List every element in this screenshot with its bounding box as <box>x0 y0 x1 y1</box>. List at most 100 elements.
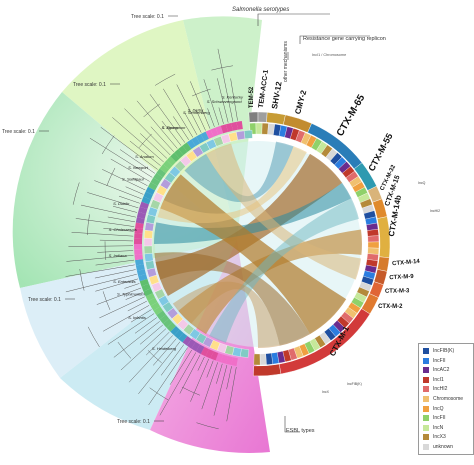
salmonella-serotypes-label: Salmonella serotypes <box>232 7 289 13</box>
replicon-segment <box>261 122 269 135</box>
tree-branch <box>112 205 138 213</box>
serotype-strip-cell <box>215 353 224 363</box>
legend-swatch <box>423 415 429 422</box>
tree-branch <box>217 48 234 122</box>
isolate-segment <box>145 260 155 270</box>
tree-branch <box>184 112 198 136</box>
serotype-strip-cell <box>174 149 184 159</box>
replicon-legend: IncFIB(K) IncFII IncAC2 IncI1 IncHI2 Chromoso… <box>418 343 474 455</box>
serotype-name: S. Derby <box>188 108 205 113</box>
esbl-type-label: CTX-M-14 <box>392 259 421 267</box>
tree-clade-arc <box>101 135 115 155</box>
tree-branch <box>207 108 215 127</box>
serotype-names: S. Kentucky S. Derby S. Agona S. Newport S. … <box>109 94 244 351</box>
serotype-strip-cell <box>156 168 166 178</box>
tree-branch <box>80 204 136 218</box>
serotype-strip-cell <box>170 152 180 162</box>
tree-clade-arc <box>117 341 132 359</box>
tree-branch <box>203 79 220 126</box>
legend-item: unknown <box>423 443 473 451</box>
serotype-strip-cell <box>205 349 214 359</box>
chord-ribbon <box>209 198 359 343</box>
serotype-strip-cell <box>210 127 219 137</box>
serotype-strip-cell <box>225 122 233 132</box>
serotype-strip-cell <box>135 222 144 229</box>
tree-branch <box>107 216 136 223</box>
serotype-strip-cell <box>153 306 163 316</box>
tree-branch <box>94 269 136 279</box>
tree-branch <box>206 360 214 378</box>
esbl-type-label: CTX-M-65 <box>335 93 368 139</box>
serotype-strip-cell <box>220 354 228 364</box>
serotype-strip-cell <box>200 131 209 142</box>
tree-branch <box>124 108 171 156</box>
replicon-segment <box>367 247 380 255</box>
legend-label: IncI1 <box>433 376 444 383</box>
esbl-ring <box>248 111 391 377</box>
tree-scale-1: Tree scale: 0.1 <box>131 14 164 20</box>
serotype-strip-cell <box>134 233 143 239</box>
tree-branch <box>136 100 178 149</box>
tree-branch <box>89 137 153 178</box>
serotype-strip-cell <box>145 186 156 195</box>
serotype-name: S. Agona <box>162 125 179 130</box>
resistance-replicon-label: Resistance gene carrying replicon <box>303 36 386 42</box>
incfib-label: IncFIB(K) <box>347 382 362 386</box>
legend-item: IncX3 <box>423 433 473 441</box>
tree-branch <box>65 264 135 277</box>
inchi2-label: IncHI2 <box>430 209 440 213</box>
serotype-strip-cell <box>166 322 176 332</box>
tree-clade-arc <box>196 422 219 430</box>
tree-branch <box>94 180 142 200</box>
serotype-strip-cell <box>186 139 196 149</box>
esbl-segment <box>248 111 259 123</box>
serotype-name: S. Enteritidis <box>113 279 135 284</box>
serotype-strip-cell <box>134 227 143 234</box>
serotype-strip-cell <box>178 332 188 343</box>
tree-branch <box>65 273 137 293</box>
replicon-segment <box>253 353 261 366</box>
tree-branch <box>163 88 194 138</box>
tree-branch <box>132 177 148 186</box>
serotype-strip-cell <box>134 249 143 255</box>
serotype-name: S. Newport <box>128 165 149 170</box>
replicon-segment <box>367 235 380 243</box>
serotype-strip-cell <box>153 172 163 182</box>
tree-scale-5: Tree scale: 0.1 <box>117 419 150 425</box>
legend-swatch <box>423 357 429 364</box>
tree-branch <box>145 331 170 356</box>
esbl-types-label: ESBL types <box>286 428 315 434</box>
incI1-chromosome-label: IncI1 / Chromosome <box>312 53 346 57</box>
tree-branch <box>217 78 229 123</box>
esbl-type-label: TEM-52 <box>249 86 255 108</box>
serotype-strip-cell <box>143 288 153 297</box>
serotype-strip-cell <box>135 259 144 266</box>
legend-label: IncQ <box>433 405 444 412</box>
serotype-strip <box>134 121 243 367</box>
tree-branch <box>100 127 158 170</box>
serotype-strip-cell <box>196 134 205 144</box>
legend-label: IncHI2 <box>433 386 448 393</box>
serotype-strip-cell <box>139 278 149 287</box>
serotype-name: S. Thompson <box>162 125 187 130</box>
serotype-name: S. Kentucky <box>222 94 244 99</box>
legend-swatch <box>423 396 429 402</box>
phylogeny-branches <box>65 48 238 430</box>
serotype-strip-cell <box>136 211 146 219</box>
esbl-type-label: CTX-M-2 <box>378 304 403 310</box>
serotype-strip-cell <box>200 346 209 357</box>
tree-branch <box>195 109 206 131</box>
tree-branch <box>71 232 134 237</box>
tree-branch <box>190 81 211 129</box>
tree-clade-arc <box>138 133 152 148</box>
legend-item: IncN <box>423 424 473 432</box>
replicon-segment <box>367 241 380 249</box>
isolate-segment <box>143 245 153 255</box>
legend-swatch <box>423 376 429 383</box>
tree-branch <box>139 324 163 345</box>
tree-clade-arc <box>106 167 116 187</box>
serotype-strip-cell <box>156 310 166 320</box>
legend-swatch <box>423 386 429 393</box>
serotype-strip-cell <box>174 329 184 339</box>
serotype-strip-cell <box>191 341 200 352</box>
